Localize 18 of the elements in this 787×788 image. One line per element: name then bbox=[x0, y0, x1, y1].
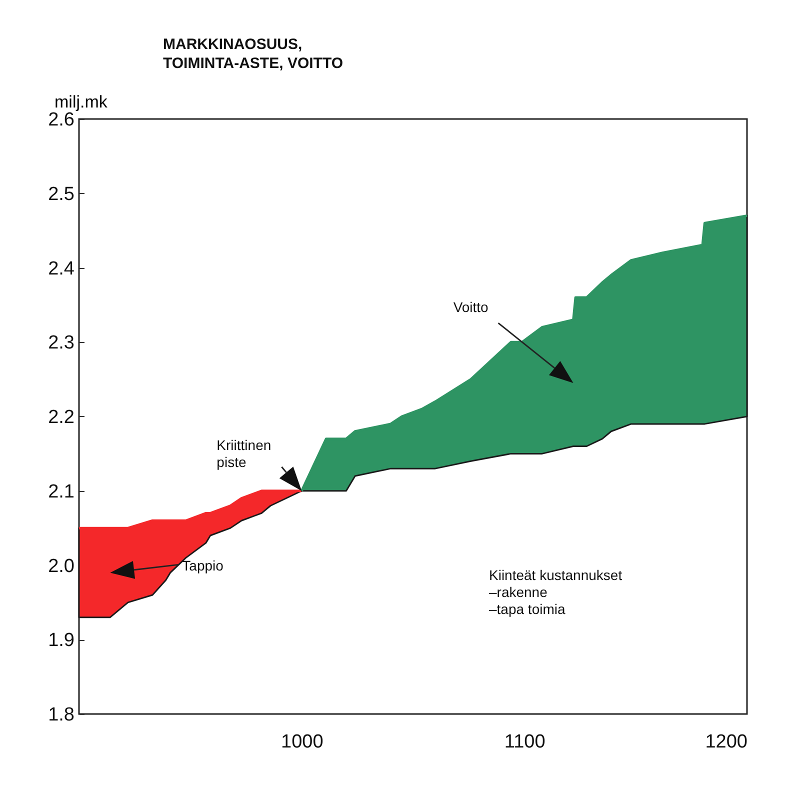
y-tick-label: 2.4 bbox=[48, 258, 75, 280]
y-tick-label: 1.9 bbox=[48, 630, 74, 652]
y-tick-label: 2.0 bbox=[48, 556, 74, 577]
y-tick-label: 2.2 bbox=[48, 407, 74, 428]
y-tick-label: 2.3 bbox=[48, 332, 74, 354]
chart-title: MARKKINAOSUUS, TOIMINTA-ASTE, VOITTO bbox=[163, 36, 344, 72]
y-tick-label: 2.6 bbox=[48, 110, 74, 130]
text: Tappio bbox=[182, 558, 224, 574]
y-tick-label: 1.8 bbox=[48, 704, 74, 726]
annotation: Kriittinen piste bbox=[216, 436, 272, 470]
annotation: Kiinteät kustannukset –rakenne –tapa toimia bbox=[489, 567, 622, 617]
text: Voitto bbox=[453, 299, 489, 316]
x-tick-label: 1200 bbox=[705, 732, 748, 752]
y-tick-label: 2.5 bbox=[48, 184, 74, 205]
y-axis-title: milj.mk bbox=[54, 92, 108, 112]
x-tick-label: 1100 bbox=[504, 732, 546, 752]
x-tick-label: 1000 bbox=[281, 732, 324, 752]
y-tick-label: 2.1 bbox=[48, 481, 74, 502]
